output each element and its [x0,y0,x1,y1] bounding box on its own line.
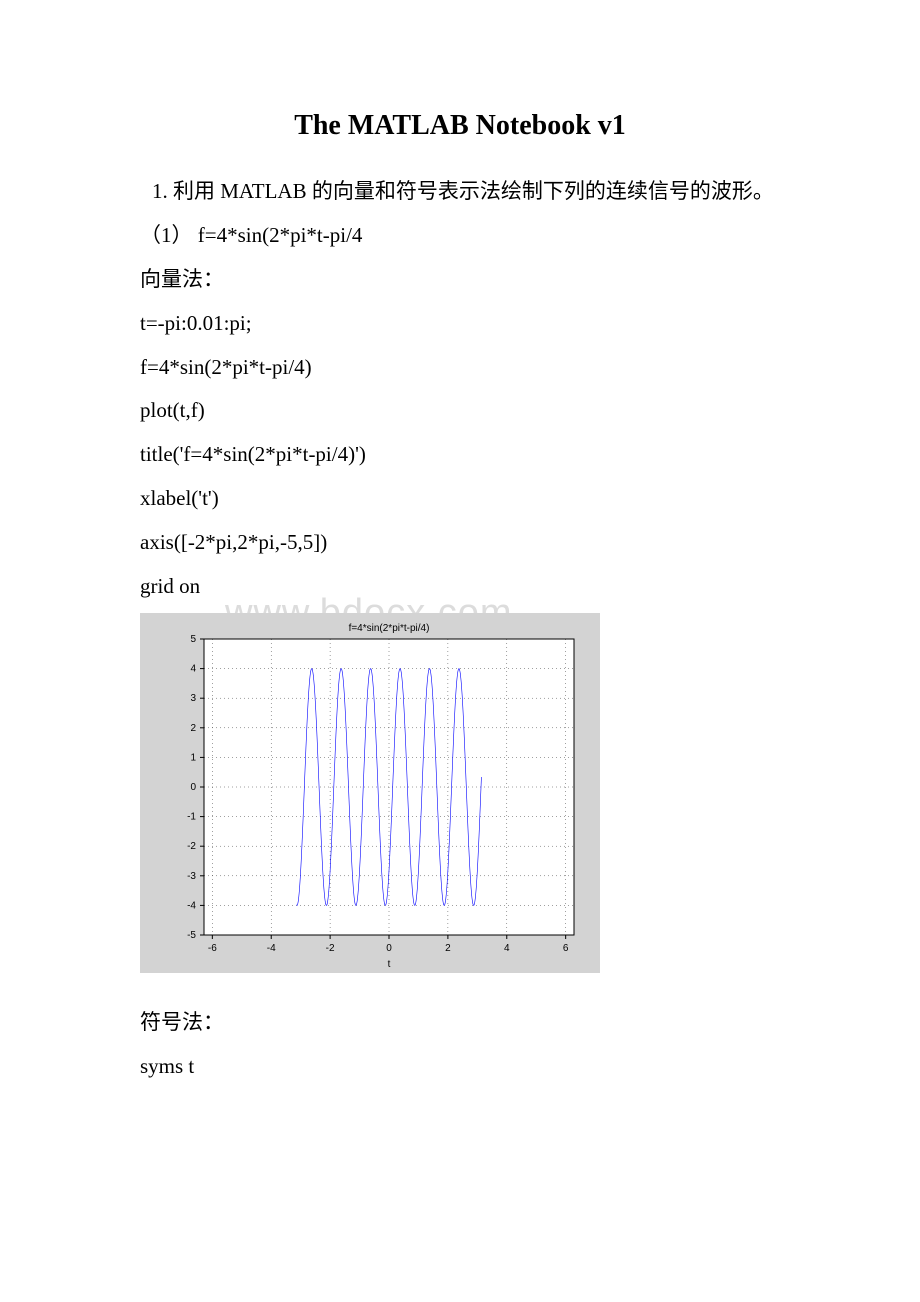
svg-text:2: 2 [190,723,196,734]
svg-text:-2: -2 [187,841,196,852]
code-line: syms t [110,1047,810,1087]
code-line: axis([-2*pi,2*pi,-5,5]) [110,523,810,563]
code-line: plot(t,f) [110,391,810,431]
svg-text:-6: -6 [208,943,217,954]
matlab-plot: -6 -4 -2 0 2 4 6 -5 -4 -3 -2 -1 0 1 2 3 4 5 f=4*sin(2*pi*t… [140,613,600,973]
svg-text:-5: -5 [187,930,196,941]
code-line: t=-pi:0.01:pi; [110,304,810,344]
code-line: xlabel('t') [110,479,810,519]
svg-text:-1: -1 [187,812,196,823]
page-title: The MATLAB Notebook v1 [110,110,810,142]
svg-text:6: 6 [563,943,569,954]
svg-text:4: 4 [504,943,510,954]
method-symbolic-label: 符号法： [110,1003,810,1043]
svg-text:3: 3 [190,693,196,704]
item-1: （1） f=4*sin(2*pi*t-pi/4 [110,216,810,256]
chart-figure: -6 -4 -2 0 2 4 6 -5 -4 -3 -2 -1 0 1 2 3 4 5 f=4*sin(2*pi*t… [140,613,810,973]
svg-text:-4: -4 [187,900,196,911]
svg-text:4: 4 [190,664,196,675]
svg-text:-2: -2 [326,943,335,954]
svg-text:f=4*sin(2*pi*t-pi/4): f=4*sin(2*pi*t-pi/4) [349,623,430,634]
svg-text:5: 5 [190,634,196,645]
svg-text:-3: -3 [187,871,196,882]
svg-text:t: t [388,959,391,970]
intro-text: 1. 利用 MATLAB 的向量和符号表示法绘制下列的连续信号的波形。 [110,172,810,212]
svg-text:1: 1 [190,752,196,763]
svg-text:2: 2 [445,943,451,954]
code-line: grid on [110,567,810,607]
svg-text:0: 0 [190,782,196,793]
svg-text:0: 0 [386,943,392,954]
code-line: f=4*sin(2*pi*t-pi/4) [110,348,810,388]
code-line: title('f=4*sin(2*pi*t-pi/4)') [110,435,810,475]
svg-text:-4: -4 [267,943,276,954]
method-vector-label: 向量法： [110,260,810,300]
